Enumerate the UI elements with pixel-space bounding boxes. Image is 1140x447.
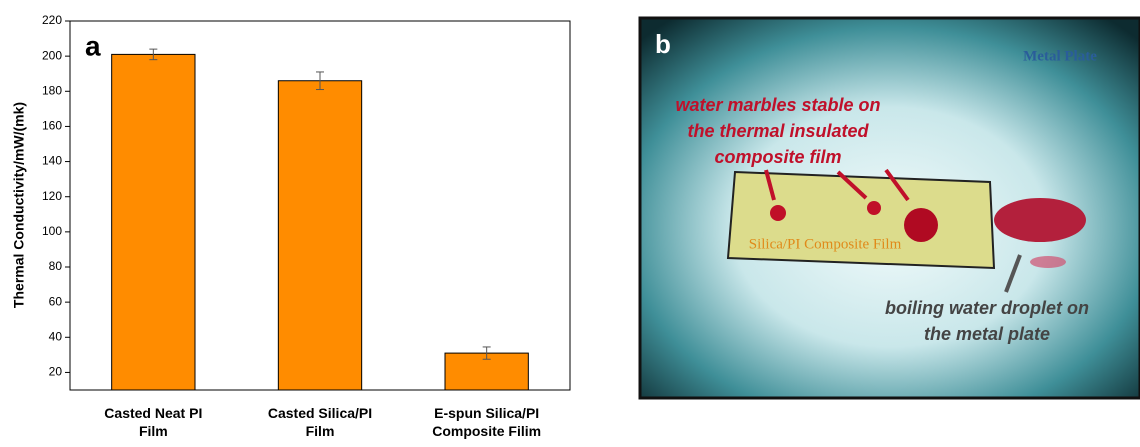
y-axis-title: Thermal Conductivity/mW/(mk) <box>11 102 27 308</box>
x-tick-label: Casted Silica/PI Film <box>265 404 375 440</box>
figure: a Thermal Conductivity/mW/(mk) b Metal P… <box>0 0 1140 447</box>
y-tick-label: 180 <box>42 83 62 97</box>
marbles-note: water marbles stable on <box>675 95 880 115</box>
droplet-note: the metal plate <box>924 324 1050 344</box>
panel-label: b <box>655 29 671 59</box>
metal-label: Metal Plate <box>1023 48 1097 64</box>
y-tick-label: 80 <box>49 259 63 273</box>
film <box>728 172 994 268</box>
marbles-note: composite film <box>714 147 841 167</box>
droplet-splash <box>1030 256 1066 268</box>
marble <box>867 201 881 215</box>
bar <box>278 81 361 390</box>
photo: b Metal Plate Silica/PI Composite Film w… <box>640 18 1140 398</box>
bar <box>112 54 195 390</box>
film-label: Silica/PI Composite Film <box>749 236 902 252</box>
droplet-note: boiling water droplet on <box>885 298 1089 318</box>
y-tick-label: 60 <box>49 294 63 308</box>
x-tick-label: E-spun Silica/PI Composite Filim <box>412 404 562 440</box>
y-tick-label: 200 <box>42 48 62 62</box>
y-tick-label: 20 <box>49 365 63 379</box>
marbles-note: the thermal insulated <box>687 121 869 141</box>
y-tick-label: 220 <box>42 13 62 27</box>
y-tick-label: 100 <box>42 224 62 238</box>
x-tick-label: Casted Neat PI Film <box>98 404 208 440</box>
metal-droplet <box>994 198 1086 242</box>
y-tick-label: 120 <box>42 189 62 203</box>
y-tick-label: 140 <box>42 154 62 168</box>
y-tick-label: 160 <box>42 119 62 133</box>
marble <box>904 208 938 242</box>
y-tick-label: 40 <box>49 329 63 343</box>
marble <box>770 205 786 221</box>
panel-label: a <box>85 30 101 61</box>
page: a Thermal Conductivity/mW/(mk) b Metal P… <box>0 0 1140 447</box>
